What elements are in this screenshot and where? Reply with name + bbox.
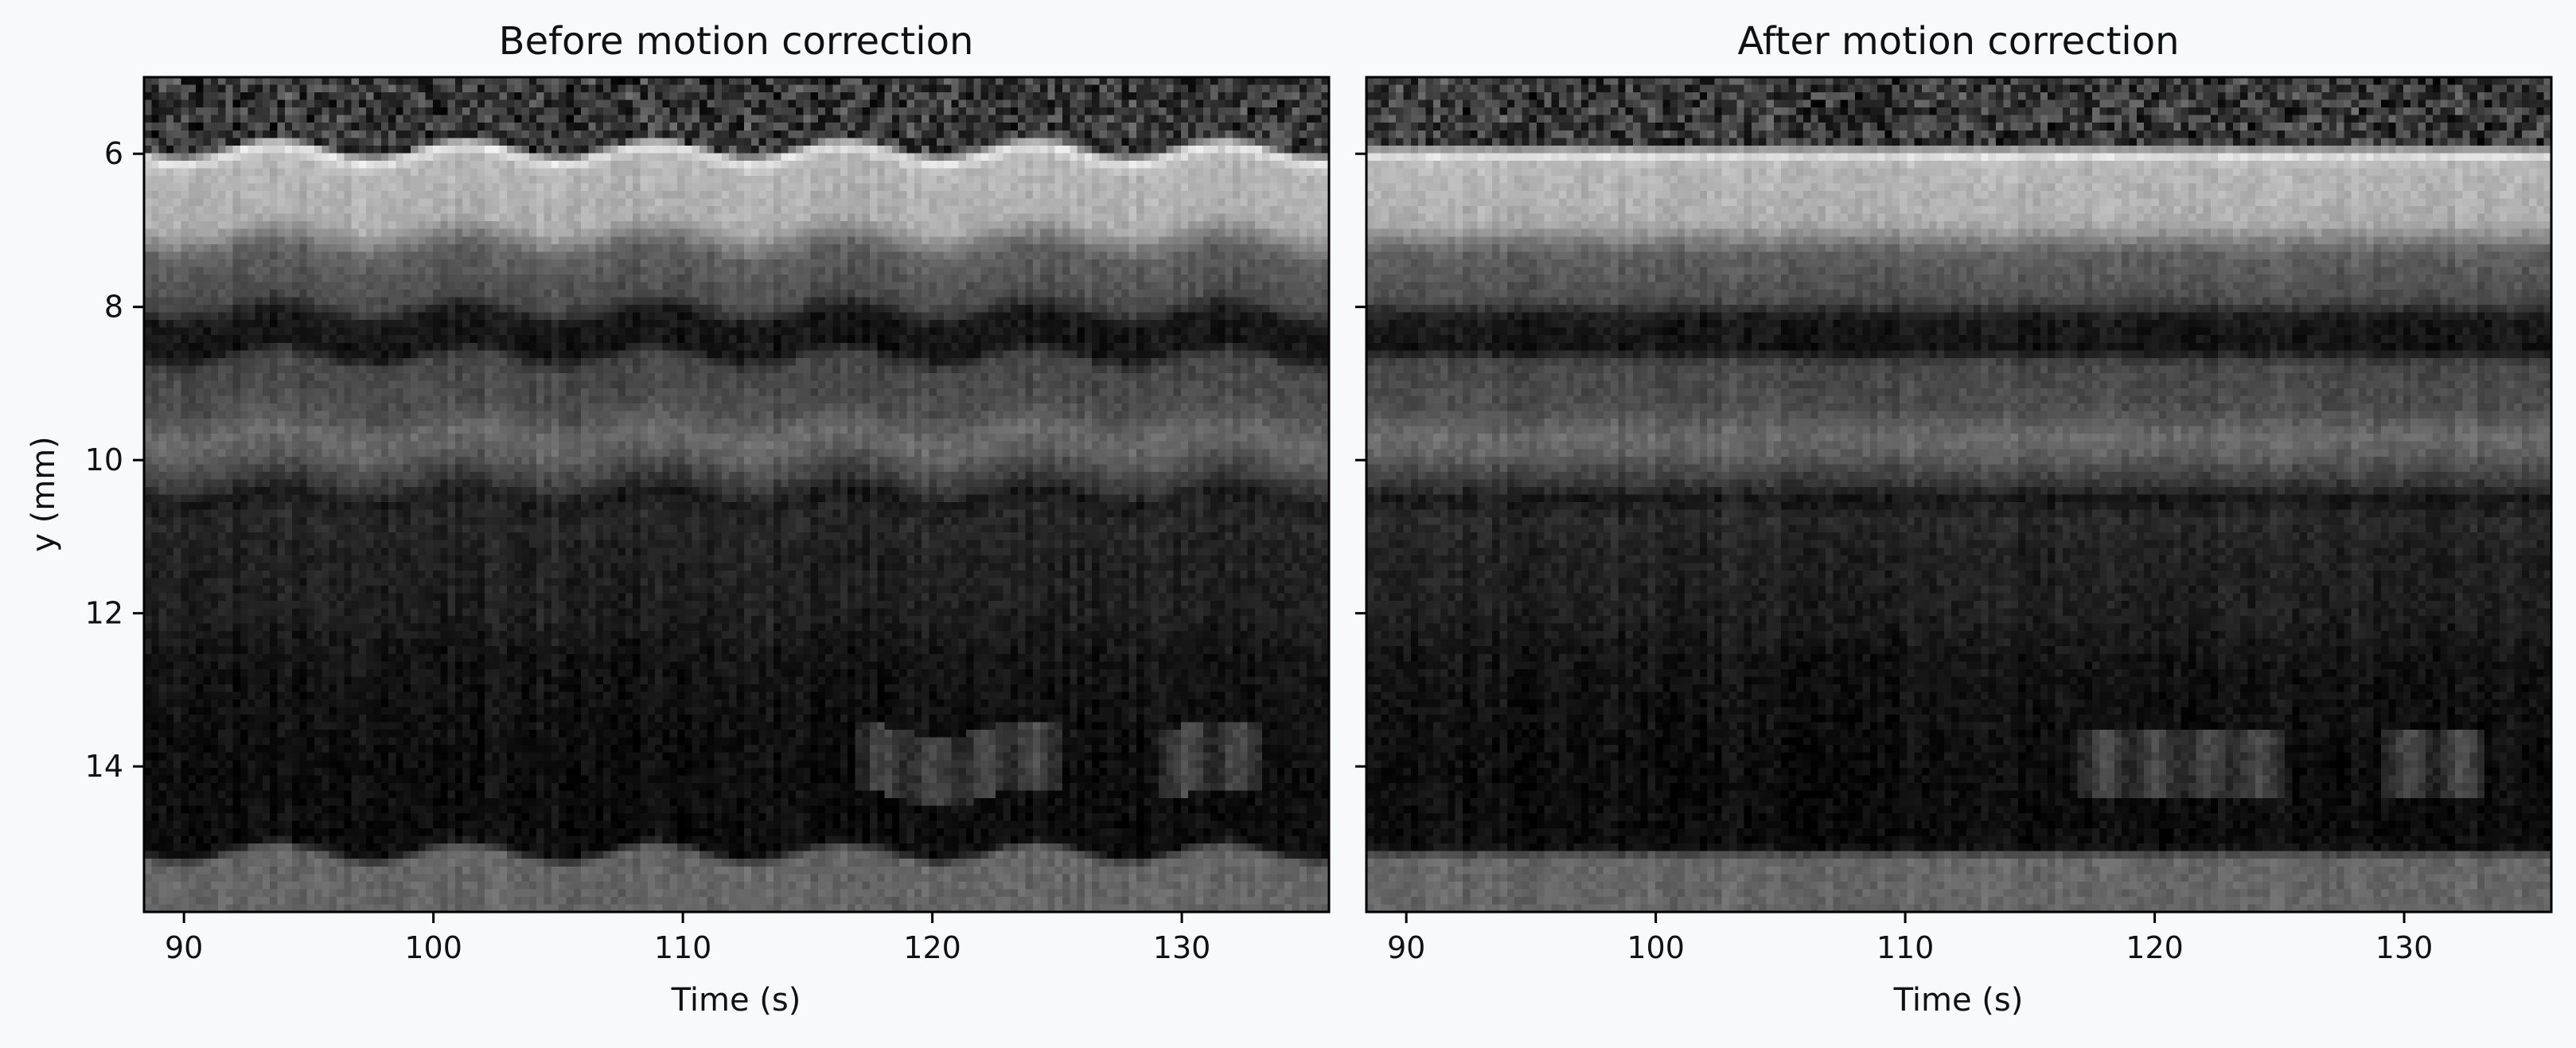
x-tick-label: 120 [903, 930, 961, 965]
panel-before: Before motion correction 90 100 110 120 130 6… [25, 19, 1331, 1019]
heatmap-image-after [1366, 77, 2551, 912]
heatmap-image-before [144, 77, 1329, 912]
y-tick-label: 12 [85, 596, 123, 631]
y-tick-label: 6 [104, 136, 123, 171]
y-axis-label: y (mm) [25, 436, 62, 552]
x-tick-label: 100 [404, 930, 462, 965]
panel-after: After motion correction 90 100 110 120 130 T… [1355, 19, 2553, 1019]
heatmap-pixels [144, 77, 1329, 912]
x-tick-label: 90 [1387, 930, 1425, 965]
chart-title-before: Before motion correction [499, 19, 974, 64]
y-tick-label: 10 [85, 442, 123, 477]
x-axis-label-before: Time (s) [671, 982, 801, 1019]
x-tick-label: 120 [2126, 930, 2184, 965]
plot-frame-before [142, 76, 1331, 914]
x-tick-label: 110 [1876, 930, 1935, 965]
x-tick-label: 90 [165, 930, 203, 965]
axis-ticks-after: 90 100 110 120 130 [1355, 152, 2434, 965]
x-axis-label-after: Time (s) [1893, 982, 2024, 1019]
x-tick-label: 110 [654, 930, 712, 965]
x-tick-label: 130 [1153, 930, 1211, 965]
plot-frame-after [1365, 76, 2553, 914]
x-tick-label: 130 [2375, 930, 2434, 965]
x-tick-label: 100 [1627, 930, 1685, 965]
axis-ticks-before: 90 100 110 120 130 6 8 10 12 14 [85, 136, 1211, 965]
y-tick-label: 8 [104, 290, 123, 325]
chart-title-after: After motion correction [1737, 19, 2179, 64]
heatmap-pixels [1366, 77, 2551, 912]
y-tick-label: 14 [85, 749, 123, 784]
